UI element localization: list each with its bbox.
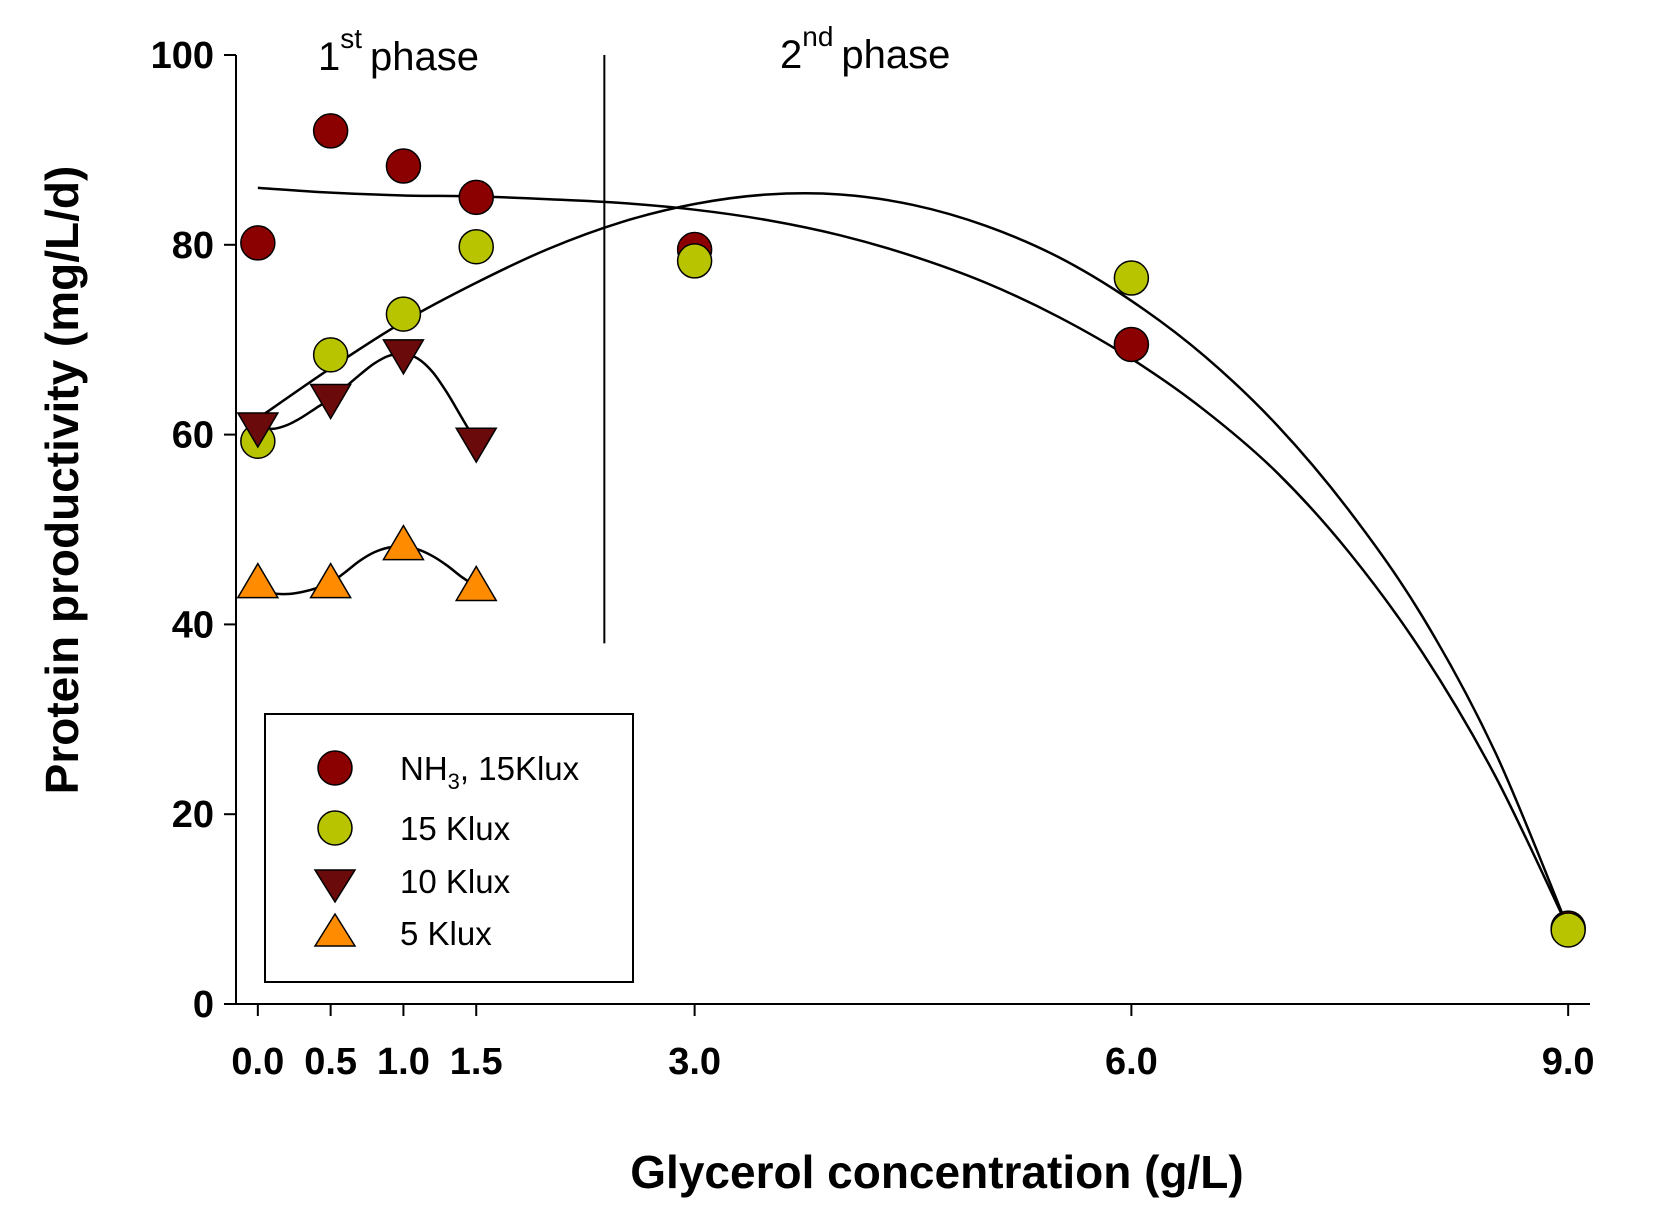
- phase-2-label: 2nd phase: [780, 21, 950, 77]
- fit-curve-2: [257, 352, 478, 443]
- data-point-series-0: [385, 148, 422, 184]
- legend: NH3, 15Klux 15 Klux 10 Klux 5 Klux: [264, 713, 634, 983]
- data-point-series-1: [385, 296, 422, 332]
- x-tick-label: 0.5: [304, 1041, 357, 1083]
- legend-label-nh3-rest: , 15Klux: [460, 750, 580, 787]
- phase-2-number: 2: [780, 33, 802, 77]
- data-point-series-3: [236, 562, 280, 599]
- y-tick-label: 0: [193, 984, 214, 1026]
- data-point-series-3: [382, 524, 425, 561]
- fit-curve-3: [257, 545, 477, 596]
- phase-2-word: phase: [841, 33, 950, 77]
- data-point-series-1: [1113, 260, 1150, 296]
- y-tick-label: 100: [151, 35, 214, 77]
- x-tick-label: 6.0: [1105, 1041, 1158, 1083]
- y-axis-title: Protein productivity (mg/L/d): [36, 166, 88, 795]
- axes: 0 20 40 60 80 100 0.0 0.5 1.0 1.5 3.0 6.0 9.0: [151, 35, 1595, 1083]
- data-point-series-2: [309, 383, 352, 421]
- data-point-series-2: [454, 427, 498, 464]
- legend-label-nh3-main: NH: [400, 750, 448, 787]
- x-tick-label: 0.0: [231, 1041, 284, 1083]
- fit-curve-1: [257, 192, 1570, 929]
- x-tick-label: 1.5: [450, 1041, 503, 1083]
- data-point-series-1: [1550, 912, 1586, 948]
- data-point-series-3: [454, 564, 498, 602]
- data-point-series-0: [240, 225, 276, 261]
- data-point-series-3: [309, 562, 352, 599]
- data-point-series-2: [382, 339, 425, 376]
- y-tick-label: 40: [172, 604, 214, 646]
- legend-label-10klux: 10 Klux: [400, 863, 511, 900]
- legend-label-nh3-15klux: NH3, 15Klux: [400, 750, 580, 794]
- phase-1-ordinal: st: [340, 23, 362, 54]
- y-tick-label: 60: [172, 415, 214, 457]
- y-tick-label: 80: [172, 225, 214, 267]
- legend-label-15klux: 15 Klux: [400, 810, 511, 847]
- phase-2-ordinal: nd: [802, 21, 833, 52]
- data-point-series-0: [458, 179, 494, 216]
- y-tick-label: 20: [172, 794, 214, 836]
- x-tick-label: 1.0: [377, 1041, 430, 1083]
- legend-marker-10klux: [313, 869, 357, 904]
- legend-marker-nh3-15klux: [317, 750, 353, 786]
- data-points: [236, 113, 1586, 948]
- legend-marker-15klux: [317, 810, 353, 846]
- data-point-series-1: [676, 243, 713, 279]
- legend-marker-5klux: [313, 912, 357, 947]
- data-point-series-2: [236, 412, 280, 449]
- phase-1-word: phase: [370, 35, 479, 79]
- phase-1-number: 1: [318, 35, 340, 79]
- data-point-series-0: [312, 113, 349, 149]
- x-tick-label: 9.0: [1542, 1041, 1595, 1083]
- x-axis-title: Glycerol concentration (g/L): [630, 1146, 1243, 1198]
- data-point-series-1: [312, 337, 349, 373]
- phase-1-label: 1st phase: [318, 23, 479, 79]
- legend-label-nh3-sub: 3: [448, 769, 460, 794]
- x-tick-label: 3.0: [668, 1041, 721, 1083]
- legend-label-5klux: 5 Klux: [400, 915, 492, 952]
- data-point-series-0: [1113, 326, 1150, 363]
- data-point-series-1: [458, 228, 494, 265]
